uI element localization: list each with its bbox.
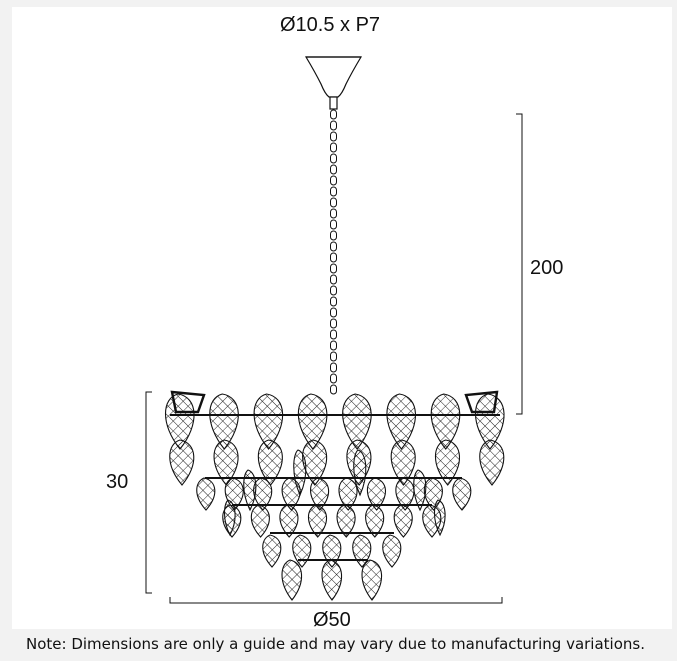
chain-link — [330, 351, 337, 362]
chain-link — [330, 120, 337, 131]
drop-dimension-line — [516, 113, 523, 415]
crystal-leaf — [322, 534, 342, 568]
chain-link — [330, 175, 337, 186]
chandelier-body — [165, 390, 505, 601]
chain-link — [330, 285, 337, 296]
chain-link — [330, 142, 337, 153]
chain-link — [330, 230, 337, 241]
chain-link — [330, 362, 337, 373]
crystal-leaf — [475, 393, 505, 450]
chain-link — [330, 384, 337, 395]
crystal-leaf — [386, 393, 416, 450]
crystal-leaf — [222, 504, 242, 538]
chain-link — [330, 329, 337, 340]
chain-link — [330, 164, 337, 175]
canopy-dimension-label: Ø10.5 x P7 — [280, 14, 381, 36]
canopy — [304, 56, 363, 110]
diameter-dimension-label: Ø50 — [313, 609, 351, 631]
crystal-leaf — [297, 393, 328, 450]
chain-link — [330, 186, 337, 197]
crystal-leaf — [393, 504, 413, 538]
frame-bracket — [464, 390, 499, 414]
crystal-leaf — [342, 393, 372, 450]
chain — [330, 109, 337, 395]
crystal-leaf — [361, 559, 383, 601]
crystal-leaf — [250, 504, 270, 538]
chain-link — [330, 318, 337, 329]
dimension-lines — [145, 113, 523, 604]
crystal-leaf — [196, 477, 216, 511]
chain-link — [330, 296, 337, 307]
chain-link — [330, 373, 337, 384]
crystal-leaf — [281, 559, 303, 601]
chain-link — [330, 263, 337, 274]
height-dimension-label: 30 — [106, 471, 129, 493]
chain-link — [330, 241, 337, 252]
crystal-leaf — [382, 534, 402, 568]
height-dimension-line — [145, 391, 152, 594]
crystal-leaf — [430, 393, 461, 450]
chain-link — [330, 131, 337, 142]
frame-bracket — [170, 390, 206, 414]
chain-link — [330, 197, 337, 208]
disclaimer-note: Note: Dimensions are only a guide and ma… — [26, 635, 645, 653]
chain-link — [330, 109, 337, 120]
chain-link — [330, 340, 337, 351]
crystal-leaf — [262, 534, 282, 568]
chain-link — [330, 153, 337, 164]
chain-link — [330, 219, 337, 230]
crystal-leaf — [209, 393, 239, 450]
chain-link — [330, 274, 337, 285]
chain-link — [330, 252, 337, 263]
chain-link — [330, 208, 337, 219]
diameter-dimension-line — [169, 597, 503, 604]
crystal-leaf — [452, 477, 472, 511]
crystal-leaf — [165, 393, 195, 450]
chain-link — [330, 307, 337, 318]
crystal-leaf — [253, 393, 284, 450]
drop-dimension-label: 200 — [530, 257, 564, 279]
